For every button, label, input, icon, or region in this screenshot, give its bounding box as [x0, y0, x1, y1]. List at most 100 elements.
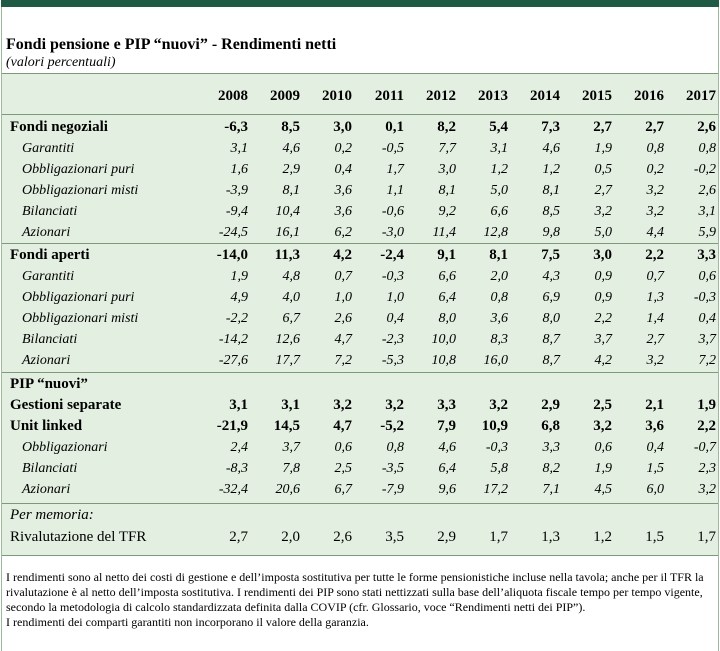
- cell-2009: 4,8: [282, 269, 301, 284]
- cell-2016: 1,5: [646, 461, 665, 476]
- cell-2012: 9,1: [437, 247, 456, 263]
- cell-2017: 3,7: [698, 332, 717, 347]
- cell-2010: 3,6: [334, 183, 353, 198]
- cell-2008: 4,9: [230, 290, 249, 305]
- cell-2017: -0,3: [693, 290, 716, 305]
- cell-2014: 4,6: [542, 141, 561, 156]
- cell-2011: -5,2: [380, 418, 404, 434]
- cell-2008: -21,9: [216, 418, 248, 434]
- cell-2016: 0,2: [646, 162, 665, 177]
- cell-2015: 4,5: [594, 482, 613, 497]
- cell-2016: 0,7: [646, 269, 665, 284]
- cell-2011: -3,0: [381, 225, 404, 240]
- cell-2008: -14,0: [216, 247, 248, 263]
- cell-2008: -14,2: [218, 332, 248, 347]
- cell-2016: 3,2: [646, 204, 665, 219]
- year-header-2016: 2016: [634, 88, 664, 104]
- cell-2015: 3,2: [593, 418, 612, 434]
- cell-2017: 0,6: [698, 269, 717, 284]
- table-row: Azionari -27,6 17,7 7,2 -5,3 10,8 16,0 8,7 4,2 3,…: [2, 350, 718, 371]
- table-row: Azionari -32,4 20,6 6,7 -7,9 9,6 17,2 7,1 4,5 6,0…: [2, 479, 718, 500]
- cell-2013: 2,0: [490, 269, 509, 284]
- row-label: Per memoria:: [10, 507, 94, 523]
- cell-2010: 6,7: [334, 482, 353, 497]
- cell-2016: 6,0: [646, 482, 665, 497]
- cell-2009: 16,1: [275, 225, 301, 240]
- cell-2016: 3,2: [646, 353, 665, 368]
- cell-2012: 4,6: [438, 440, 457, 455]
- row-label: Azionari: [22, 225, 71, 240]
- cell-2016: 2,7: [645, 119, 664, 135]
- year-header-2017: 2017: [686, 88, 716, 104]
- cell-2014: 8,1: [542, 183, 561, 198]
- cell-2016: 1,3: [646, 290, 665, 305]
- table-row: Obbligazionari misti -3,9 8,1 3,6 1,1 8,1 5,0 8…: [2, 180, 718, 201]
- table-row: Obbligazionari puri 1,6 2,9 0,4 1,7 3,0 1,2 1,2…: [2, 159, 718, 180]
- cell-2015: 1,9: [594, 461, 613, 476]
- year-header-2013: 2013: [478, 88, 508, 104]
- cell-2016: 4,4: [646, 225, 665, 240]
- rule-fondi-aperti: [2, 243, 718, 244]
- table-row: Obbligazionari puri 4,9 4,0 1,0 1,0 6,4 0,8 6,9…: [2, 287, 718, 308]
- cell-2011: -2,4: [380, 247, 404, 263]
- cell-2012: 6,4: [438, 461, 457, 476]
- cell-2015: 1,9: [594, 141, 613, 156]
- cell-2015: 2,2: [594, 311, 613, 326]
- cell-2010: 4,2: [333, 247, 352, 263]
- year-header-row: 2008 2009 2010 2011 2012 2013 2014 2015 2016 2017: [2, 86, 718, 107]
- year-header-2009: 2009: [270, 88, 300, 104]
- cell-2011: 3,5: [385, 529, 404, 545]
- row-label: Fondi negoziali: [10, 119, 108, 135]
- cell-2013: 1,2: [490, 162, 509, 177]
- cell-2014: 4,3: [542, 269, 561, 284]
- cell-2013: 16,0: [483, 353, 509, 368]
- table-row: Bilanciati -14,2 12,6 4,7 -2,3 10,0 8,3 8,7 3,7 2…: [2, 329, 718, 350]
- cell-2012: 3,0: [438, 162, 457, 177]
- cell-2009: 14,5: [273, 418, 300, 434]
- cell-2013: 8,3: [490, 332, 509, 347]
- table-title: Fondi pensione e PIP “nuovi” - Rendiment…: [6, 36, 337, 53]
- cell-2013: 3,6: [490, 311, 509, 326]
- cell-2010: 2,6: [333, 529, 352, 545]
- table-row: Unit linked -21,9 14,5 4,7 -5,2 7,9 10,9 6,8 3,2…: [2, 416, 718, 437]
- year-header-2010: 2010: [322, 88, 352, 104]
- table-row: Rivalutazione del TFR 2,7 2,0 2,6 3,5 2,9 1,7 1…: [2, 527, 718, 548]
- cell-2014: 3,3: [542, 440, 561, 455]
- cell-2008: 2,4: [230, 440, 249, 455]
- cell-2008: 3,1: [229, 397, 248, 413]
- cell-2008: 1,6: [230, 162, 249, 177]
- row-label: Fondi aperti: [10, 247, 90, 263]
- cell-2014: 8,2: [542, 461, 561, 476]
- cell-2015: 3,7: [594, 332, 613, 347]
- cell-2012: 8,1: [438, 183, 457, 198]
- cell-2015: 2,7: [594, 183, 613, 198]
- cell-2013: 0,8: [490, 290, 509, 305]
- cell-2017: 3,3: [697, 247, 716, 263]
- rule-header: [2, 114, 718, 115]
- cell-2012: 2,9: [437, 529, 456, 545]
- table-notes: I rendimenti sono al netto dei costi di …: [6, 570, 714, 630]
- cell-2010: 0,4: [334, 162, 353, 177]
- table-row: Garantiti 1,9 4,8 0,7 -0,3 6,6 2,0 4,3 0,9 0,7 0,6: [2, 266, 718, 287]
- cell-2011: 0,4: [386, 311, 405, 326]
- cell-2012: 6,6: [438, 269, 457, 284]
- cell-2009: 12,6: [275, 332, 301, 347]
- cell-2008: -27,6: [218, 353, 248, 368]
- cell-2011: 0,8: [386, 440, 405, 455]
- rule-top: [2, 73, 718, 74]
- cell-2015: 0,6: [594, 440, 613, 455]
- cell-2009: 11,3: [274, 247, 300, 263]
- year-header-2008: 2008: [218, 88, 248, 104]
- table-subtitle: (valori percentuali): [6, 55, 116, 70]
- cell-2009: 8,1: [282, 183, 301, 198]
- cell-2013: 3,1: [490, 141, 509, 156]
- cell-2011: -0,6: [381, 204, 404, 219]
- cell-2008: -6,3: [224, 119, 248, 135]
- cell-2012: 10,8: [431, 353, 457, 368]
- cell-2011: -0,5: [381, 141, 404, 156]
- cell-2011: -2,3: [381, 332, 404, 347]
- cell-2008: 3,1: [230, 141, 249, 156]
- table-row: PIP “nuovi”: [2, 374, 718, 395]
- cell-2010: 0,7: [334, 269, 353, 284]
- cell-2014: 7,3: [541, 119, 560, 135]
